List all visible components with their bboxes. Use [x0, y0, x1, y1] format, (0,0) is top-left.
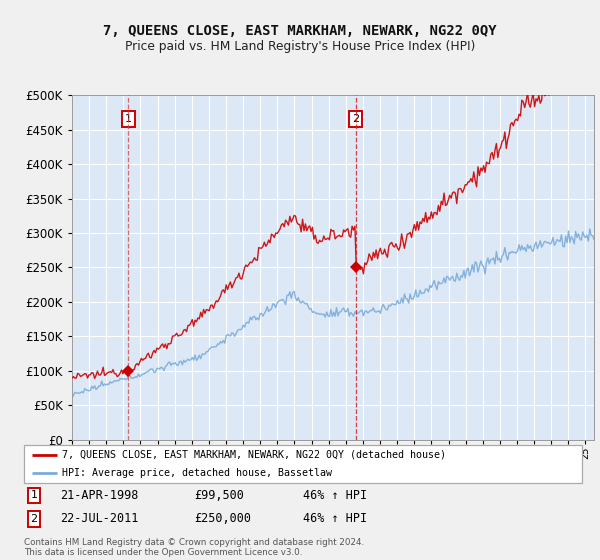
Text: Contains HM Land Registry data © Crown copyright and database right 2024.
This d: Contains HM Land Registry data © Crown c… — [24, 538, 364, 557]
Text: £99,500: £99,500 — [194, 489, 244, 502]
Text: 7, QUEENS CLOSE, EAST MARKHAM, NEWARK, NG22 0QY: 7, QUEENS CLOSE, EAST MARKHAM, NEWARK, N… — [103, 24, 497, 38]
Text: 46% ↑ HPI: 46% ↑ HPI — [303, 512, 367, 525]
Text: 22-JUL-2011: 22-JUL-2011 — [60, 512, 139, 525]
Text: 7, QUEENS CLOSE, EAST MARKHAM, NEWARK, NG22 0QY (detached house): 7, QUEENS CLOSE, EAST MARKHAM, NEWARK, N… — [62, 450, 446, 460]
Text: £250,000: £250,000 — [194, 512, 251, 525]
Text: 46% ↑ HPI: 46% ↑ HPI — [303, 489, 367, 502]
Text: 2: 2 — [352, 114, 359, 124]
Text: 21-APR-1998: 21-APR-1998 — [60, 489, 139, 502]
Text: Price paid vs. HM Land Registry's House Price Index (HPI): Price paid vs. HM Land Registry's House … — [125, 40, 475, 53]
Text: 1: 1 — [31, 491, 38, 501]
Text: 2: 2 — [31, 514, 38, 524]
Text: 1: 1 — [125, 114, 132, 124]
FancyBboxPatch shape — [24, 445, 582, 483]
Text: HPI: Average price, detached house, Bassetlaw: HPI: Average price, detached house, Bass… — [62, 468, 332, 478]
